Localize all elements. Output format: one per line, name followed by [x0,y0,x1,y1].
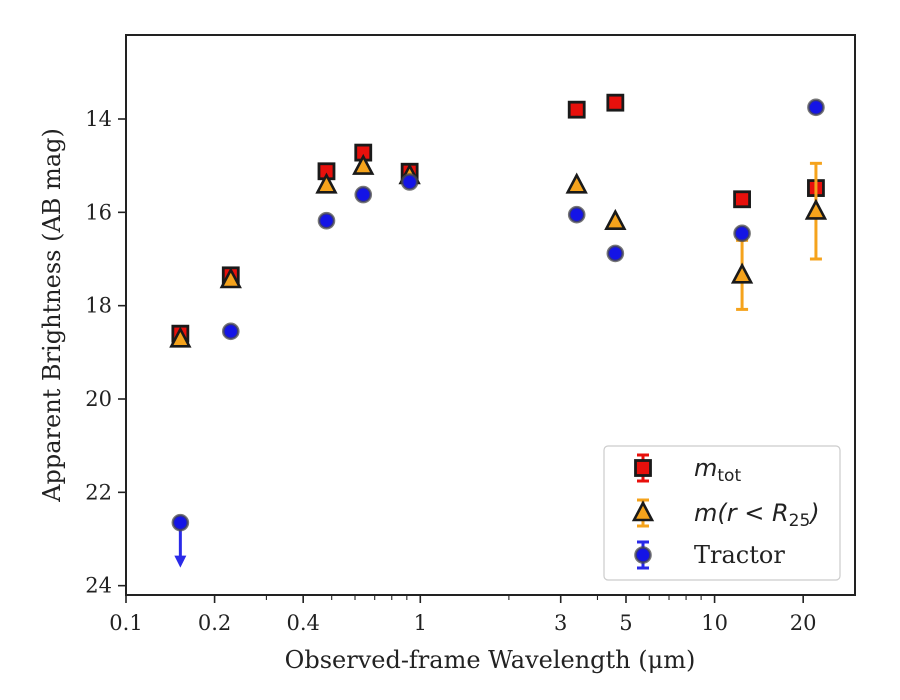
m-r25-point [315,172,338,194]
legend-box [603,445,841,581]
y-tick-label: 22 [85,480,112,504]
data-marks [169,93,828,568]
x-tick-label: 0.1 [109,611,142,635]
tractor-point [807,98,825,117]
x-tick-label: 0.2 [198,611,231,635]
mtot-point [733,190,751,209]
tractor-point [733,224,751,243]
legend-mtot-label: mtot [694,454,741,486]
m-r25-point [169,326,192,348]
legend-m-r25-label-main: m(r < R [694,499,789,527]
m-r25-point [352,153,375,175]
y-tick-label: 16 [85,200,112,224]
x-tick-label: 5 [619,611,632,635]
m-r25-point [804,198,828,220]
y-tick-label: 18 [85,294,112,318]
legend-mtot-marker [634,459,652,477]
legend: mtot m(r < R25) Tractor [603,445,841,581]
tractor-upper-limit-arrow [174,555,187,568]
x-tick-label: 1 [414,611,427,635]
y-tick-label: 20 [85,387,112,411]
legend-m-r25-marker [631,500,655,522]
mtot-point [567,100,586,119]
legend-items: mtot m(r < R25) Tractor [631,453,820,570]
axis-ticks: 0.1 0.2 0.4 1 3 5 10 20 14 16 18 20 22 24 [85,107,816,635]
plot-frame [125,34,856,596]
legend-mtot-label-main: m [694,454,717,482]
m-r25-point [219,267,242,289]
legend-tractor-marker [634,546,652,564]
tractor-point [171,513,190,532]
m-r25-point [730,262,754,284]
x-tick-label: 3 [554,611,567,635]
m-r25-point [565,172,588,194]
legend-tractor-label: Tractor [694,541,785,569]
tractor-point [317,211,336,230]
y-tick-label: 24 [85,574,112,598]
legend-m-r25-label-tail: ) [808,499,819,527]
x-tick-label: 10 [701,611,728,635]
legend-m-r25-label: m(r < R25) [694,499,820,531]
legend-m-r25-label-subscript: 25 [789,511,811,531]
m-r25-point [604,208,627,230]
tractor-point [354,185,373,204]
x-tick-label: 20 [790,611,817,635]
y-tick-label: 14 [85,107,112,131]
x-axis-label: Observed-frame Wavelength (μm) [285,646,696,674]
mtot-point [606,93,625,112]
x-tick-label: 0.4 [286,611,319,635]
y-axis-label: Apparent Brightness (AB mag) [38,128,66,503]
legend-mtot-label-subscript: tot [717,466,741,486]
legend-tractor-label-main: Tractor [694,541,785,569]
tractor-point [606,244,625,263]
tractor-point [400,173,419,191]
tractor-point [567,205,586,224]
tractor-point [221,322,240,341]
